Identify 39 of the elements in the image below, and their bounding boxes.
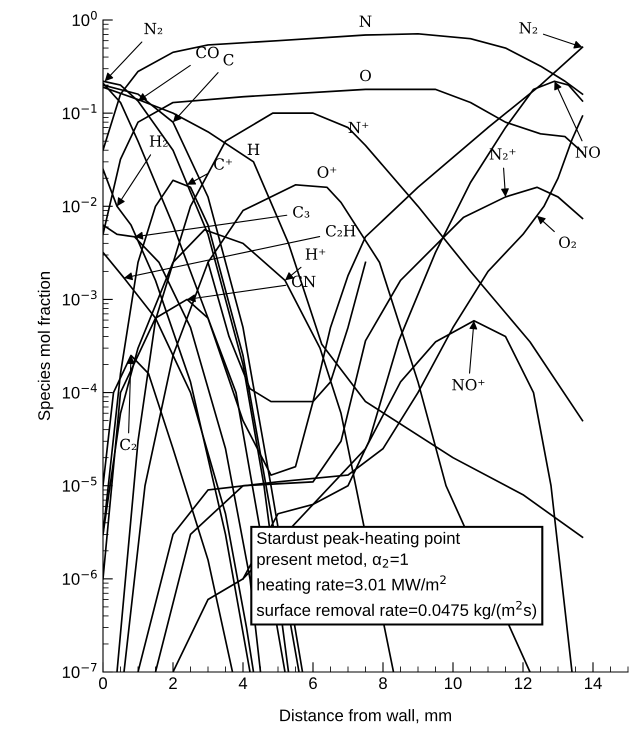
annotation: present metod, α$_{2}$=1 [257,552,408,568]
annotation: C [224,54,234,66]
y-tick-label: 10$^{−1}$ [62,104,96,120]
x-tick-label: 12 [515,677,532,689]
annotation: H₂ [150,135,168,147]
annotation: C₂ [120,438,136,450]
y-axis-title: Species mol fraction [38,272,54,420]
annotation: heating rate=3.01 MW/m$^{2}$ [257,575,446,594]
x-axis-title: Distance from wall, mm [280,709,451,724]
annotation: H [248,144,260,155]
annotation: N₂ [144,22,162,34]
annotation: CO [196,46,219,58]
annotation: N₂⁺ [490,148,516,160]
annotation: N₂ [519,22,538,34]
annotation: O [360,70,371,82]
x-tick-label: 4 [238,677,248,689]
y-tick-label: 10$^{−6}$ [62,570,97,585]
annotation: NO⁺ [452,378,484,390]
x-tick-label: 14 [585,677,602,689]
annotation: H⁺ [306,248,326,260]
x-tick-label: 6 [309,677,317,690]
x-tick-label: 2 [169,677,177,689]
annotation: C₃ [293,206,310,218]
annotation: C₂H [326,225,356,237]
annotation: surface removal rate=0.0475 kg/(m$^{2}$s) [256,600,536,620]
x-tick-label: 0 [99,677,107,690]
annotation: N [360,16,372,27]
x-tick-label: 8 [379,677,387,690]
annotation: N⁺ [348,122,368,134]
x-tick-label: 10 [445,677,462,690]
y-tick-label: 10$^{0}$ [72,10,97,26]
annotation: Stardust peak-heating point [257,532,460,548]
annotation: O₂ [559,236,576,248]
y-tick-label: 10$^{−7}$ [62,663,97,678]
y-tick-label: 10$^{−5}$ [62,476,97,492]
annotation: O⁺ [318,166,336,178]
y-tick-label: 10$^{−2}$ [62,197,96,212]
y-tick-label: 10$^{−3}$ [62,290,97,306]
y-tick-label: 10$^{−4}$ [62,384,97,399]
